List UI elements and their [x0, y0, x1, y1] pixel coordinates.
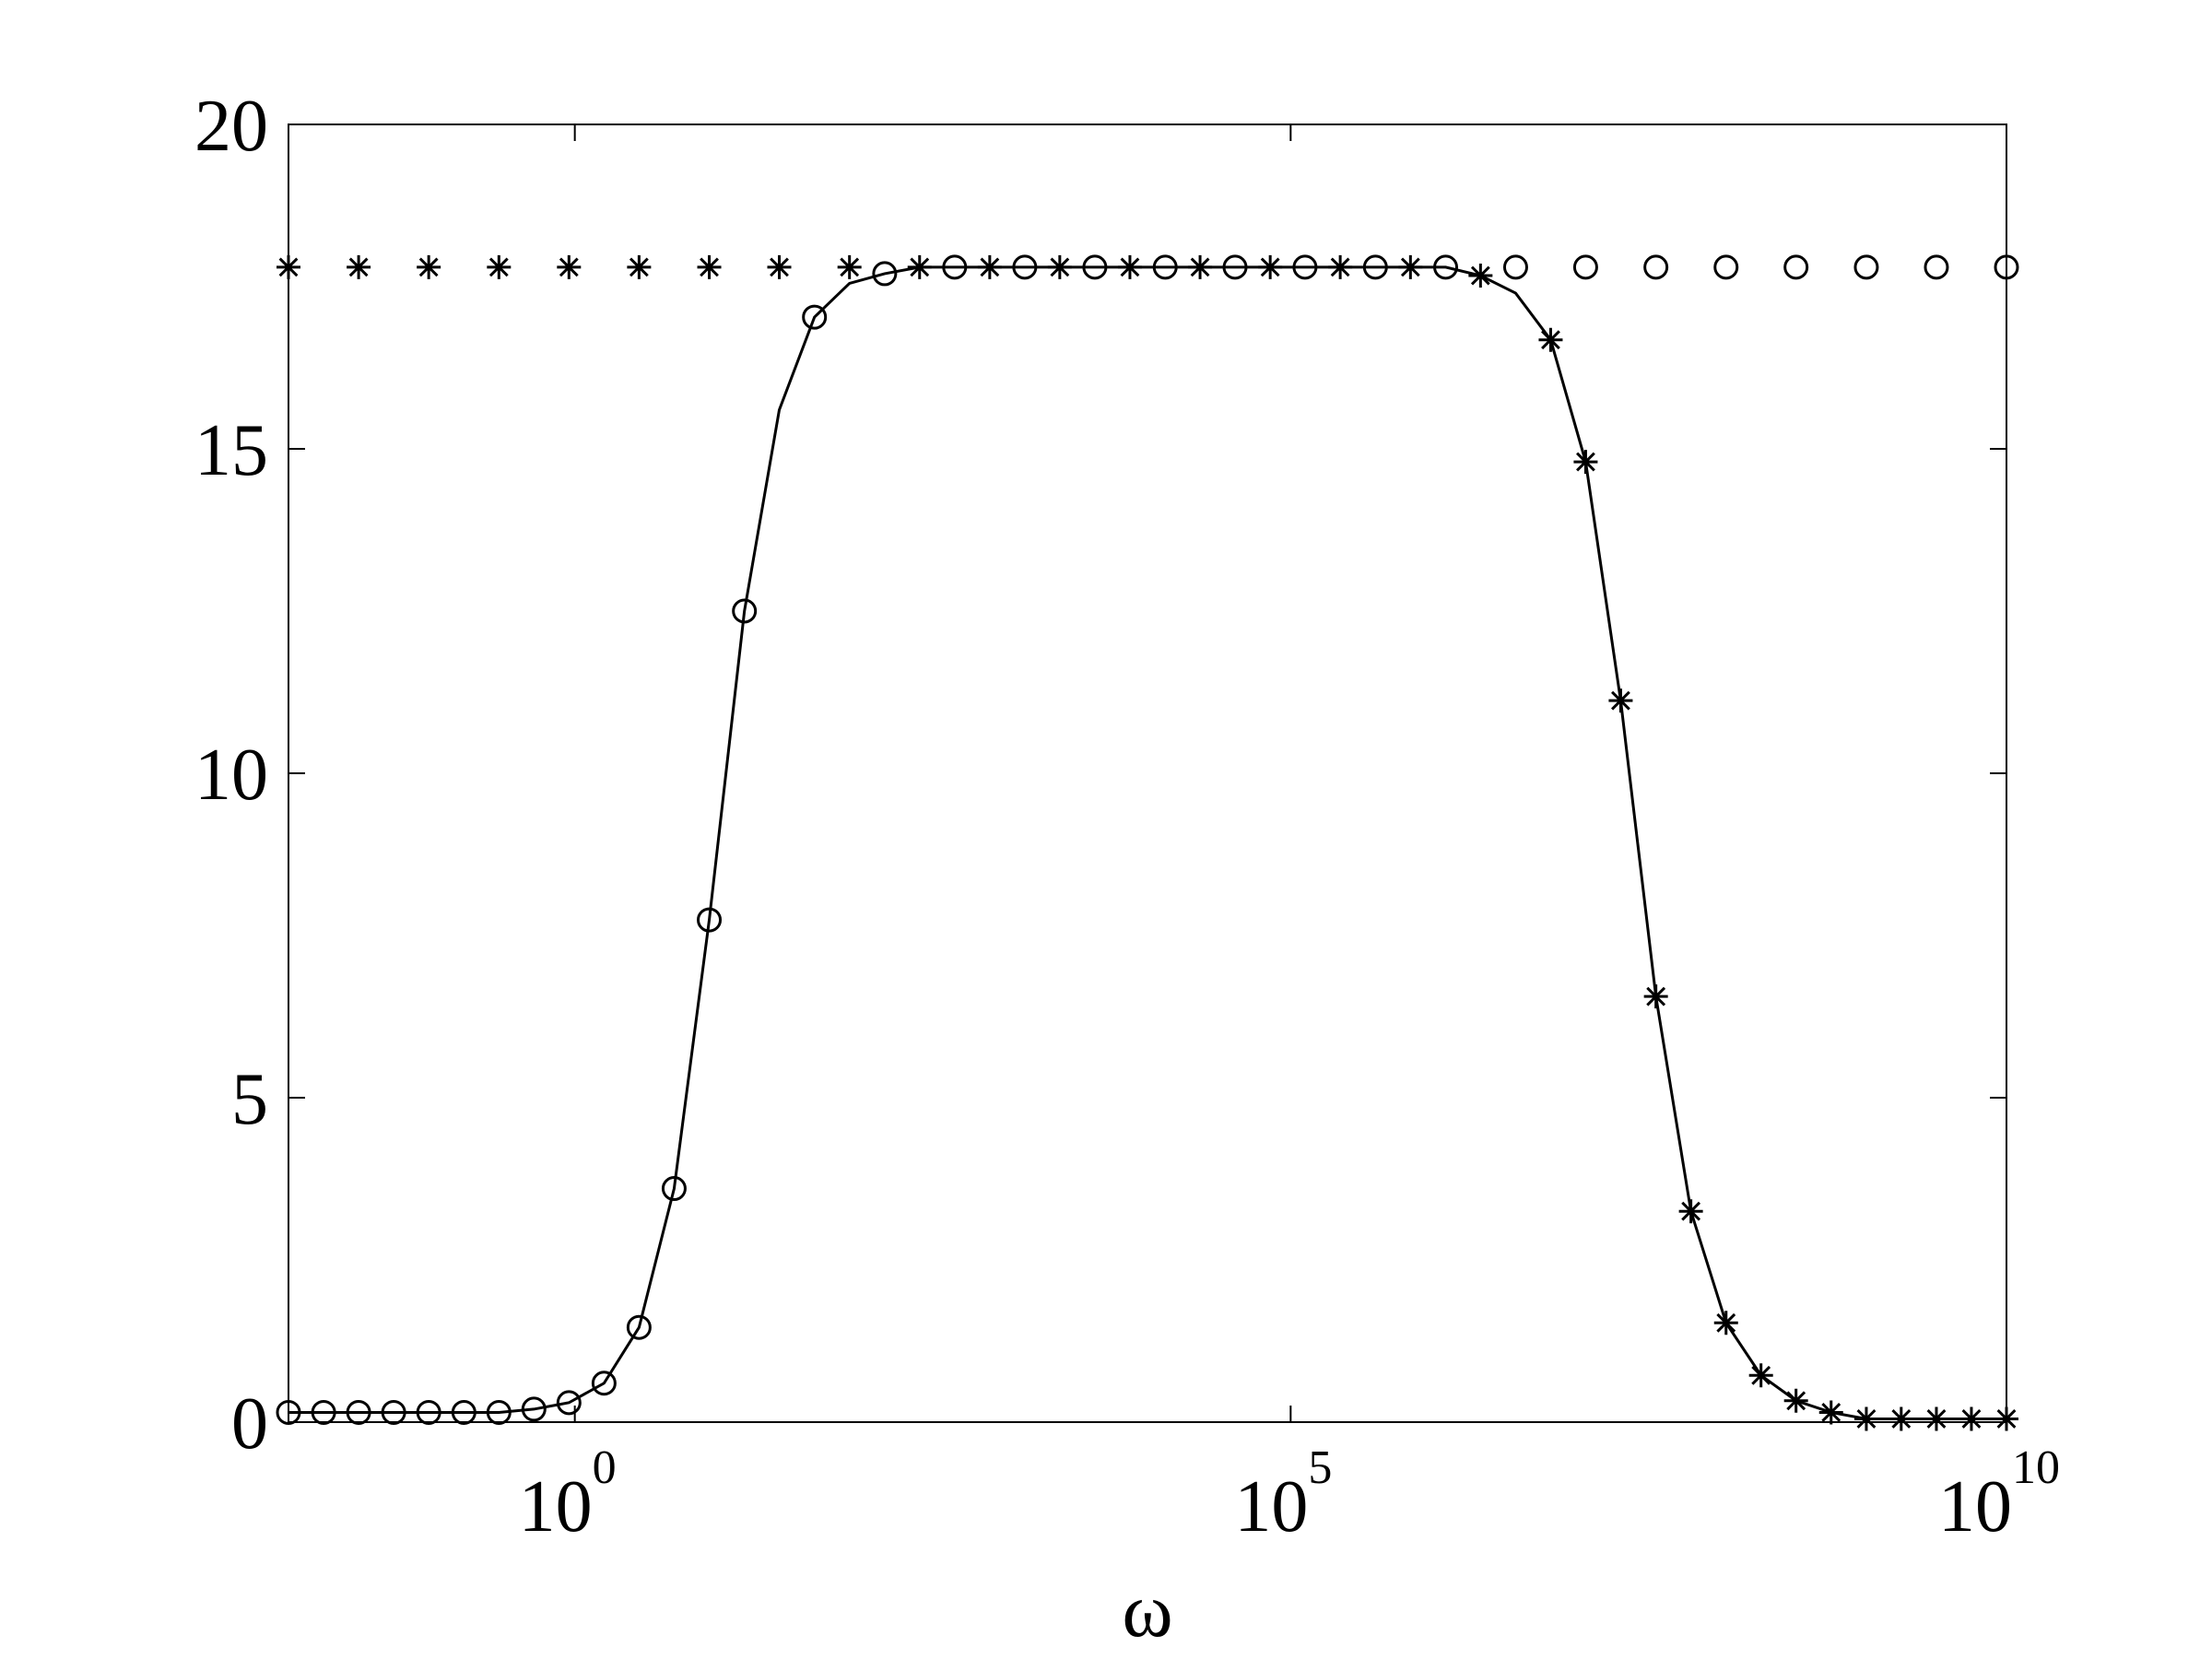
circle-marker: [661, 1176, 687, 1202]
star-marker: [276, 254, 300, 279]
circle-marker: [697, 907, 723, 933]
star-marker: [1538, 327, 1563, 352]
star-marker: [1853, 1406, 1878, 1431]
circle-marker: [1222, 254, 1248, 280]
plot-frame: [288, 124, 2007, 1423]
circle-marker: [872, 261, 898, 287]
circle-marker: [556, 1390, 582, 1416]
circle-marker: [486, 1399, 512, 1425]
star-marker: [1188, 254, 1213, 279]
star-marker: [1258, 254, 1283, 279]
circle-marker: [1292, 254, 1318, 280]
x-tick-base: 10: [1938, 1466, 2012, 1547]
circle-marker: [416, 1399, 441, 1425]
star-marker: [1713, 1311, 1738, 1335]
star-marker: [697, 254, 722, 279]
y-tick-label: 5: [231, 1059, 268, 1140]
star-marker: [1924, 1406, 1948, 1431]
x-tick-exponent: 0: [593, 1441, 617, 1494]
star-marker: [1468, 264, 1493, 288]
star-marker: [417, 254, 441, 279]
x-axis-label: ω: [1122, 1568, 1172, 1653]
x-tick-exponent: 10: [2012, 1441, 2060, 1494]
star-marker: [1328, 254, 1353, 279]
star-marker: [907, 254, 932, 279]
x-tick-exponent: 5: [1308, 1441, 1332, 1494]
star-marker: [767, 254, 792, 279]
y-tick-label: 20: [194, 86, 268, 167]
x-tick-label: 100: [519, 1441, 617, 1547]
star-marker: [1573, 450, 1598, 475]
circle-marker: [942, 254, 968, 280]
circle-marker: [451, 1399, 477, 1425]
circle-marker: [1502, 254, 1528, 280]
y-tick-label: 10: [194, 735, 268, 816]
circle-marker: [1994, 254, 2019, 280]
circle-marker: [1713, 254, 1739, 280]
star-marker: [1117, 254, 1142, 279]
star-marker: [557, 254, 582, 279]
circle-marker: [1572, 254, 1598, 280]
star-marker: [487, 254, 512, 279]
star-marker: [1047, 254, 1072, 279]
circle-marker: [1152, 254, 1178, 280]
y-tick-label: 15: [194, 410, 268, 491]
circle-marker: [346, 1399, 371, 1425]
star-marker: [1994, 1406, 2018, 1431]
x-tick-base: 10: [1234, 1466, 1308, 1547]
circle-marker: [276, 1399, 301, 1425]
x-tick-label: 105: [1234, 1441, 1332, 1547]
circle-marker: [626, 1314, 652, 1340]
circle-marker: [1924, 254, 1949, 280]
star-marker: [1888, 1406, 1913, 1431]
x-tick-label: 1010: [1938, 1441, 2060, 1547]
star-marker: [627, 254, 652, 279]
star-marker: [1959, 1406, 1983, 1431]
star-marker: [977, 254, 1002, 279]
x-tick-base: 10: [519, 1466, 593, 1547]
star-marker: [837, 254, 862, 279]
circle-marker: [1082, 254, 1108, 280]
circle-marker: [591, 1371, 617, 1396]
circle-marker: [1362, 254, 1388, 280]
circle-marker: [1783, 254, 1809, 280]
circle-marker: [732, 598, 758, 624]
circle-marker: [802, 304, 828, 330]
y-tick-label: 0: [231, 1383, 268, 1465]
circle-marker: [381, 1399, 406, 1425]
star-marker: [347, 254, 371, 279]
circle-marker: [1433, 254, 1459, 280]
star-marker: [1748, 1363, 1773, 1388]
circle-marker: [1012, 254, 1038, 280]
star-marker: [1678, 1199, 1703, 1224]
star-marker: [1608, 688, 1633, 713]
star-marker: [1643, 984, 1668, 1009]
star-marker: [1398, 254, 1423, 279]
circle-marker: [311, 1399, 336, 1425]
line: [288, 265, 2006, 1420]
circle-marker: [1643, 254, 1669, 280]
circle-marker: [521, 1396, 547, 1422]
star-marker: [1783, 1388, 1808, 1413]
circle-marker: [1853, 254, 1879, 280]
star-marker: [1818, 1400, 1843, 1425]
